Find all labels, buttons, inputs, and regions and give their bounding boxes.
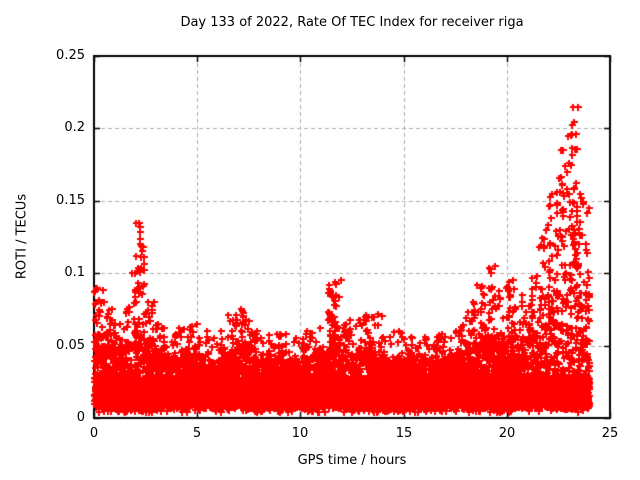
y-axis-label: ROTI / TECUs xyxy=(14,193,30,280)
x-axis-label: GPS time / hours xyxy=(297,453,407,468)
x-tick-label: 5 xyxy=(192,426,202,441)
chart-title: Day 133 of 2022, Rate Of TEC Index for r… xyxy=(180,15,524,30)
y-tick-label: 0 xyxy=(76,410,85,425)
x-tick-label: 15 xyxy=(395,426,413,441)
x-tick-label: 20 xyxy=(498,426,516,441)
x-tick-label: 25 xyxy=(601,426,619,441)
y-tick-label: 0.15 xyxy=(56,193,85,208)
y-tick-label: 0.05 xyxy=(56,338,85,353)
x-tick-label: 10 xyxy=(291,426,309,441)
x-tick-label: 0 xyxy=(89,426,99,441)
y-tick-label: 0.1 xyxy=(64,265,85,280)
y-tick-label: 0.25 xyxy=(56,48,85,63)
y-tick-label: 0.2 xyxy=(64,120,85,135)
